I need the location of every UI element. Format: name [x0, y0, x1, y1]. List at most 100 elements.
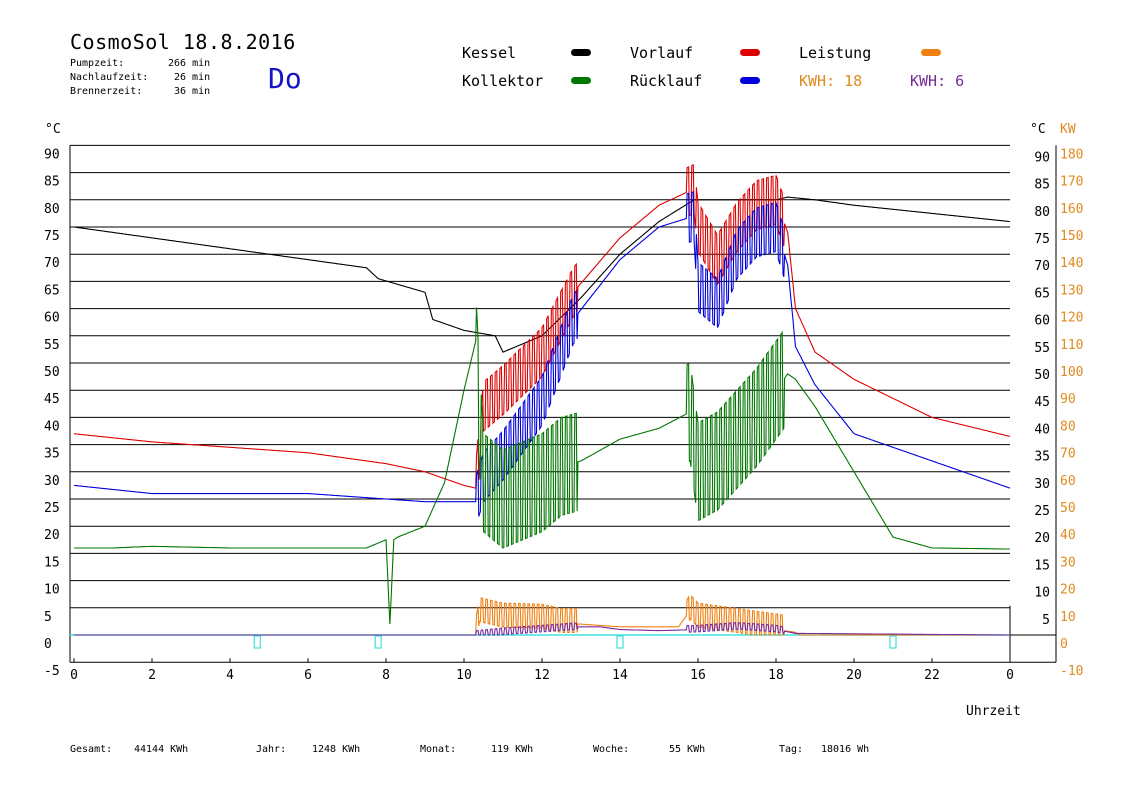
y-tick-left: 45: [44, 392, 60, 407]
stat-nachlaufzeit-value: 26 min: [174, 72, 211, 83]
legend-swatch-vorlauf: [740, 49, 760, 56]
y-tick-right-kw: 120: [1060, 311, 1083, 326]
series-line-vorlauf: [73, 163, 1011, 489]
footer-gesamt-value: 44144 KWh: [134, 744, 189, 755]
series-line-kollektor: [74, 307, 1010, 625]
y-tick-left: 20: [44, 528, 60, 543]
y-tick-right-c: 50: [1034, 368, 1050, 383]
chart-title: CosmoSol 18.8.2016: [70, 30, 296, 54]
legend-swatch-kollektor: [571, 77, 591, 84]
y-tick-right-kw: 130: [1060, 283, 1083, 298]
stat-pumpzeit-value: 266 min: [168, 58, 211, 69]
x-tick-label: 6: [304, 668, 312, 683]
y-unit-right-kw: KW: [1060, 122, 1076, 137]
y-tick-left: -5: [44, 664, 60, 679]
y-tick-right-kw: 0: [1060, 637, 1068, 652]
y-tick-right-c: 75: [1034, 232, 1050, 247]
legend-kwh-leistung: KWH: 18: [799, 72, 863, 90]
y-tick-left: 10: [44, 583, 60, 598]
footer-tag-value: 18016 Wh: [821, 744, 870, 755]
y-tick-right-kw: 160: [1060, 202, 1083, 217]
y-tick-right-kw: 20: [1060, 583, 1076, 598]
x-tick-label: 22: [924, 668, 940, 683]
footer-monat-label: Monat:: [420, 744, 457, 755]
y-tick-left: 40: [44, 419, 60, 434]
x-tick-label: 16: [690, 668, 706, 683]
y-tick-right-kw: 140: [1060, 256, 1083, 271]
legend-label-kollektor: Kollektor: [462, 72, 544, 90]
y-tick-left: 35: [44, 447, 60, 462]
y-tick-right-c: 30: [1034, 477, 1050, 492]
y-tick-left: 90: [44, 147, 60, 162]
stat-nachlaufzeit-label: Nachlaufzeit:: [70, 72, 149, 83]
y-tick-right-c: 10: [1034, 586, 1050, 601]
y-tick-right-kw: -10: [1060, 664, 1083, 679]
y-tick-right-c: 5: [1042, 613, 1050, 628]
y-tick-left: 70: [44, 256, 60, 271]
y-tick-right-kw: 150: [1060, 229, 1083, 244]
y-tick-right-c: 40: [1034, 422, 1050, 437]
x-tick-label: 14: [612, 668, 628, 683]
x-tick-label: 20: [846, 668, 862, 683]
y-tick-right-kw: 60: [1060, 474, 1076, 489]
y-tick-left: 25: [44, 501, 60, 516]
y-tick-right-c: 60: [1034, 314, 1050, 329]
x-tick-label: 0: [1006, 668, 1014, 683]
legend-label-leistung: Leistung: [799, 44, 872, 62]
footer-woche-label: Woche:: [593, 744, 630, 755]
stat-brennerzeit-value: 36 min: [174, 86, 211, 97]
y-tick-right-c: 15: [1034, 558, 1050, 573]
legend-label-kessel: Kessel: [462, 44, 517, 62]
y-tick-left: 65: [44, 283, 60, 298]
footer-monat-value: 119 KWh: [491, 744, 534, 755]
y-tick-right-kw: 30: [1060, 555, 1076, 570]
y-tick-right-kw: 90: [1060, 392, 1076, 407]
x-axis-label: Uhrzeit: [966, 704, 1021, 719]
x-tick-label: 4: [226, 668, 234, 683]
y-tick-left: 15: [44, 555, 60, 570]
y-tick-right-c: 65: [1034, 286, 1050, 301]
y-tick-left: 5: [44, 610, 52, 625]
y-tick-right-c: 90: [1034, 150, 1050, 165]
y-tick-right-kw: 170: [1060, 175, 1083, 190]
y-unit-left: °C: [45, 122, 61, 137]
x-tick-label: 0: [70, 668, 78, 683]
series-line-kwh-6: [74, 622, 1010, 636]
x-tick-label: 8: [382, 668, 390, 683]
y-tick-right-kw: 70: [1060, 447, 1076, 462]
y-tick-left: 50: [44, 365, 60, 380]
y-tick-right-kw: 40: [1060, 528, 1076, 543]
y-tick-right-c: 35: [1034, 450, 1050, 465]
footer-gesamt-label: Gesamt:: [70, 744, 113, 755]
y-tick-left: 75: [44, 229, 60, 244]
y-tick-left: 60: [44, 311, 60, 326]
y-tick-right-c: 55: [1034, 341, 1050, 356]
y-tick-right-c: 25: [1034, 504, 1050, 519]
x-tick-label: 2: [148, 668, 156, 683]
stat-pumpzeit-label: Pumpzeit:: [70, 58, 125, 69]
footer-woche-value: 55 KWh: [669, 744, 706, 755]
weekday-label: Do: [268, 62, 302, 95]
legend-kwh-purple: KWH: 6: [910, 72, 965, 90]
pump-marker: [616, 635, 624, 649]
stat-brennerzeit-label: Brennerzeit:: [70, 86, 143, 97]
y-tick-right-c: 85: [1034, 178, 1050, 193]
y-tick-right-c: 45: [1034, 395, 1050, 410]
x-tick-label: 18: [768, 668, 784, 683]
legend-label-ruecklauf: Rücklauf: [630, 72, 703, 90]
x-tick-label: 12: [534, 668, 550, 683]
y-tick-right-kw: 100: [1060, 365, 1083, 380]
footer-jahr-label: Jahr:: [256, 744, 287, 755]
y-tick-right-kw: 10: [1060, 610, 1076, 625]
y-tick-left: 80: [44, 202, 60, 217]
y-tick-left: 55: [44, 338, 60, 353]
legend-swatch-kessel: [571, 49, 591, 56]
legend-swatch-ruecklauf: [740, 77, 760, 84]
y-tick-right-kw: 80: [1060, 419, 1076, 434]
pump-marker: [253, 635, 261, 649]
y-tick-right-c: 70: [1034, 259, 1050, 274]
pump-marker: [374, 635, 382, 649]
footer-tag-label: Tag:: [779, 744, 804, 755]
legend-swatch-leistung: [921, 49, 941, 56]
